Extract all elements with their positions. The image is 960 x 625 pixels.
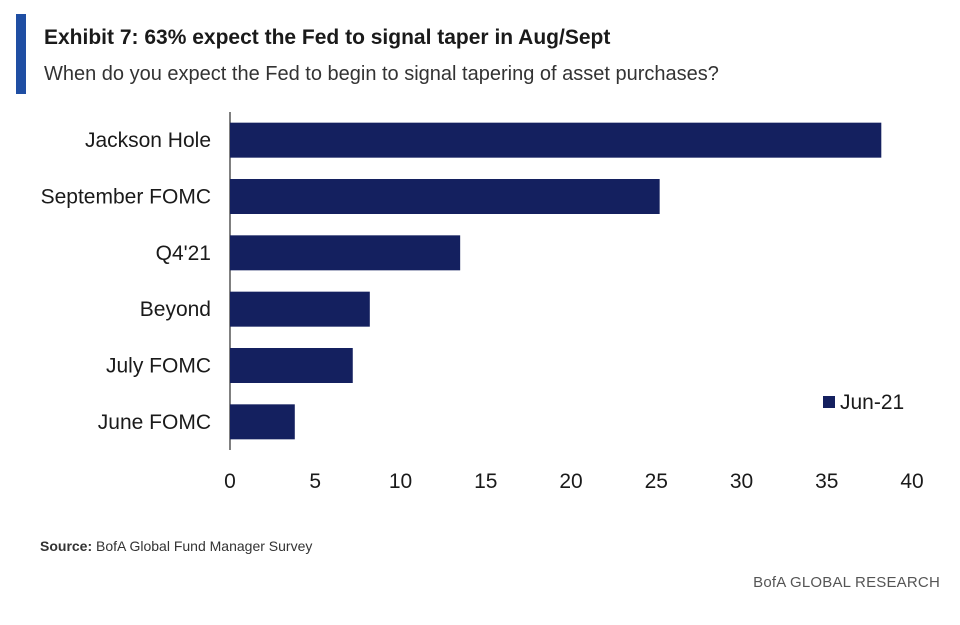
page-title: Exhibit 7: 63% expect the Fed to signal … [44, 26, 611, 49]
x-tick-label-15: 15 [474, 470, 497, 493]
legend-label: Jun-21 [840, 391, 904, 414]
bar-june-fomc [230, 404, 295, 440]
brand-footer: BofA GLOBAL RESEARCH [753, 574, 940, 591]
category-label-jackson-hole: Jackson Hole [85, 129, 211, 152]
legend-swatch [823, 396, 835, 408]
x-tick-label-10: 10 [389, 470, 412, 493]
x-tick-label-0: 0 [224, 470, 236, 493]
x-tick-label-20: 20 [559, 470, 582, 493]
x-tick-label-30: 30 [730, 470, 753, 493]
category-label-july-fomc: July FOMC [106, 355, 211, 378]
source-label: Source: [40, 538, 93, 554]
category-label-june-fomc: June FOMC [98, 411, 211, 434]
source-note: Source: BofA Global Fund Manager Survey [40, 538, 312, 554]
x-tick-label-35: 35 [815, 470, 838, 493]
category-label-beyond: Beyond [140, 298, 211, 321]
accent-bar [16, 14, 26, 94]
bar-q4-21 [230, 235, 461, 271]
x-tick-label-5: 5 [309, 470, 321, 493]
bar-jackson-hole [230, 122, 882, 158]
bar-july-fomc [230, 348, 353, 383]
source-text: BofA Global Fund Manager Survey [96, 538, 313, 554]
x-tick-label-25: 25 [645, 470, 668, 493]
chart-subtitle: When do you expect the Fed to begin to s… [44, 63, 719, 85]
category-label-september-fomc: September FOMC [41, 186, 211, 209]
x-tick-label-40: 40 [900, 470, 923, 493]
bar-september-fomc [230, 179, 660, 214]
bar-beyond [230, 291, 370, 327]
category-label-q4-21: Q4'21 [156, 242, 211, 265]
